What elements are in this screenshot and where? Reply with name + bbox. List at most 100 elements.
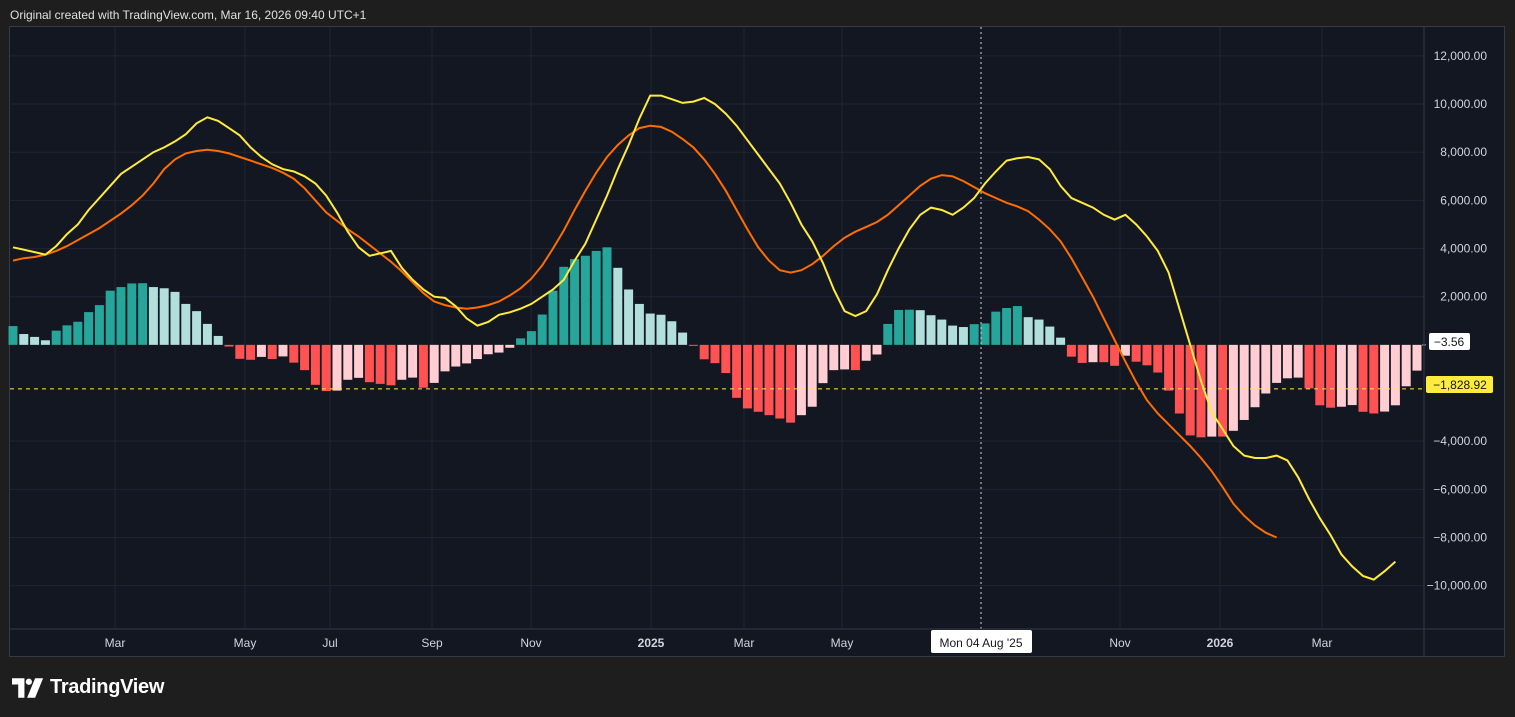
price-axis: 12,000.00 10,000.00 8,000.00 6,000.00 4,000.…	[1427, 49, 1488, 593]
histogram-bar	[1228, 344, 1238, 431]
histogram-bar	[937, 319, 947, 345]
histogram-bar	[1045, 326, 1055, 345]
histogram-bar	[580, 255, 590, 345]
histogram-bar	[1153, 344, 1163, 373]
histogram-bar	[505, 344, 515, 348]
histogram-bar	[667, 321, 677, 345]
crosshair-date-badge: Mon 04 Aug '25	[931, 630, 1032, 653]
histogram-bar	[397, 344, 407, 380]
histogram-bar	[786, 344, 796, 423]
histogram-bar	[775, 344, 785, 419]
histogram-bar	[1272, 344, 1282, 383]
histogram-bar	[516, 338, 526, 345]
histogram-bar	[1142, 344, 1152, 366]
histogram-bar	[807, 344, 817, 407]
time-tick-label: Nov	[1109, 636, 1130, 650]
histogram-bar	[1056, 337, 1066, 345]
chart-caption: Original created with TradingView.com, M…	[10, 8, 367, 22]
histogram-bar	[948, 325, 958, 345]
histogram-bar	[246, 344, 256, 360]
histogram-bar	[472, 344, 482, 360]
histogram-bar	[1088, 344, 1098, 363]
histogram-bar	[699, 344, 709, 360]
histogram-bar	[688, 344, 698, 346]
histogram-bar	[678, 332, 688, 345]
histogram-bar	[170, 291, 180, 345]
chart-frame[interactable]	[9, 26, 1505, 657]
histogram-bar	[429, 344, 439, 383]
histogram-bar	[321, 344, 331, 392]
signal-line	[12, 124, 1278, 539]
price-tick-label: 12,000.00	[1434, 49, 1488, 63]
histogram-bar	[850, 344, 860, 371]
price-tick-label: −6,000.00	[1433, 482, 1487, 496]
histogram-bar	[840, 344, 850, 370]
histogram-bar	[602, 247, 612, 345]
time-tick-label: Nov	[520, 636, 541, 650]
histogram-bar	[202, 323, 212, 345]
histogram-bar	[51, 330, 61, 345]
histogram-bar	[1034, 319, 1044, 345]
current-value-badge: −3.56	[1429, 333, 1470, 350]
histogram-bar	[1218, 344, 1228, 437]
histogram-bar	[645, 313, 655, 345]
brand-name: TradingView	[50, 676, 165, 698]
histogram-bar	[375, 344, 385, 384]
histogram-bar	[1077, 344, 1087, 363]
histogram-bar	[1412, 344, 1422, 371]
histogram-bar	[159, 288, 169, 345]
histogram-bar	[1174, 344, 1184, 414]
histogram-bar	[861, 344, 871, 361]
macd-line	[12, 94, 1397, 581]
crosshair-date-label: Mon 04 Aug '25	[939, 636, 1022, 650]
price-tick-label: 10,000.00	[1434, 97, 1488, 111]
histogram-bar	[332, 344, 342, 391]
histogram-bar	[267, 344, 277, 360]
histogram-bar	[958, 327, 968, 345]
histogram-bar	[1196, 344, 1206, 438]
histogram-bar	[634, 303, 644, 345]
price-tick-label: 4,000.00	[1440, 242, 1487, 256]
histogram-bar	[1012, 306, 1022, 345]
histogram-bar	[991, 311, 1001, 345]
histogram-bar	[753, 344, 763, 412]
price-tick-label: 2,000.00	[1440, 290, 1487, 304]
histogram-bar	[570, 259, 580, 345]
histogram-bar	[310, 344, 320, 385]
histogram-bar	[343, 344, 353, 380]
histogram-bar	[883, 323, 893, 345]
time-tick-label: Mar	[734, 636, 755, 650]
histogram-bar	[1401, 344, 1411, 387]
histogram-bar	[1250, 344, 1260, 408]
histogram-bar	[548, 290, 558, 345]
histogram-bar	[1110, 344, 1120, 366]
histogram-bar	[1023, 317, 1033, 345]
histogram-bar	[1347, 344, 1357, 406]
histogram-bar	[289, 344, 299, 363]
histogram-bar	[926, 315, 936, 345]
histogram-bar	[796, 344, 806, 416]
histogram-bar	[1390, 344, 1400, 406]
histogram-bar	[591, 250, 601, 345]
histogram-bar	[105, 290, 115, 345]
time-axis: Mar May Jul Sep Nov 2025 Mar May Nov 2026 Mar	[105, 636, 1333, 650]
histogram-bar	[613, 267, 623, 345]
histogram-series	[8, 247, 1422, 438]
histogram-bar	[894, 309, 904, 345]
histogram-bar	[181, 303, 191, 345]
histogram-bar	[1066, 344, 1076, 357]
histogram-bar	[1293, 344, 1303, 378]
histogram-bar	[127, 283, 137, 345]
histogram-bar	[526, 331, 536, 345]
histogram-bar	[1261, 344, 1271, 394]
histogram-bar	[1315, 344, 1325, 406]
price-tick-label: −10,000.00	[1427, 579, 1488, 593]
histogram-bar	[969, 324, 979, 345]
tradingview-logo[interactable]: TradingView	[12, 676, 164, 699]
current-value-label: −3.56	[1434, 335, 1465, 349]
histogram-bar	[40, 340, 50, 345]
histogram-bar	[94, 305, 104, 345]
histogram-bar	[300, 344, 310, 371]
histogram-bar	[1099, 344, 1109, 363]
